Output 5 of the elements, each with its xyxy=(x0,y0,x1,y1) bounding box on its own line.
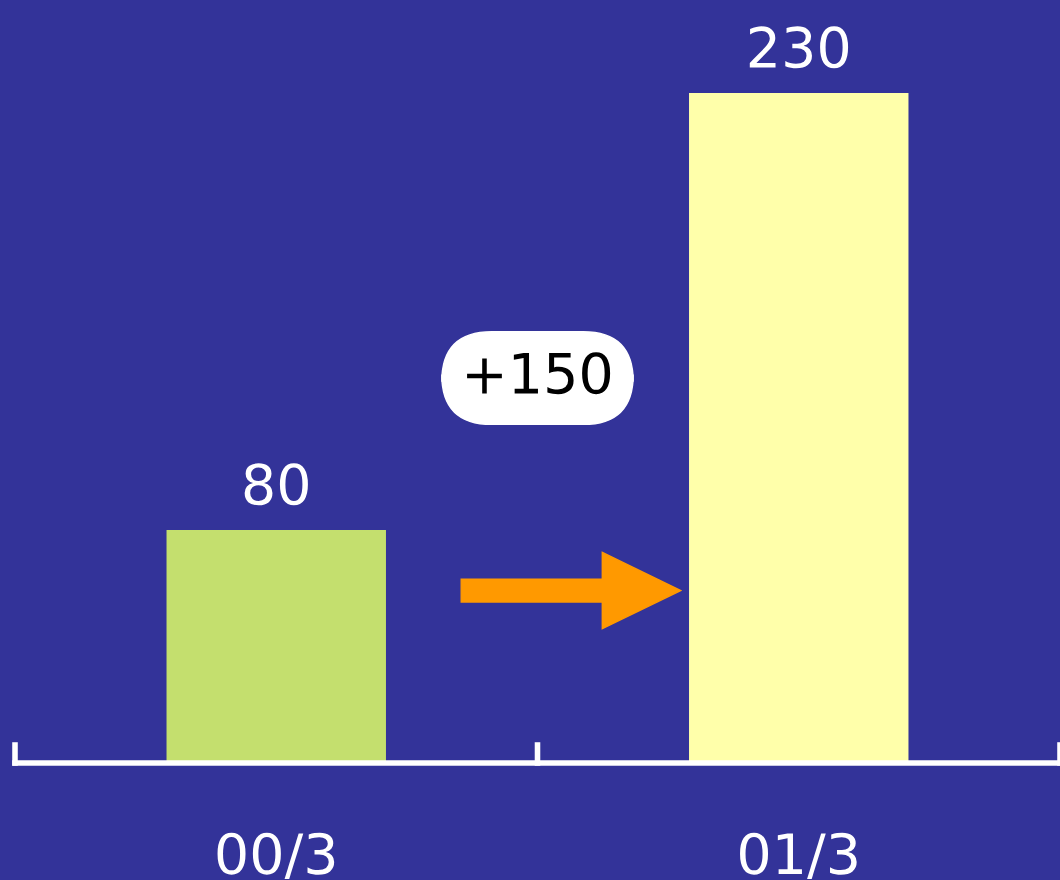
x-tick-label: 01/3 xyxy=(740,832,857,880)
data-label: 230 xyxy=(749,26,849,69)
data-label: 80 xyxy=(244,463,308,506)
x-tick-label: 00/3 xyxy=(217,832,335,880)
annotation: +150 xyxy=(467,352,611,395)
